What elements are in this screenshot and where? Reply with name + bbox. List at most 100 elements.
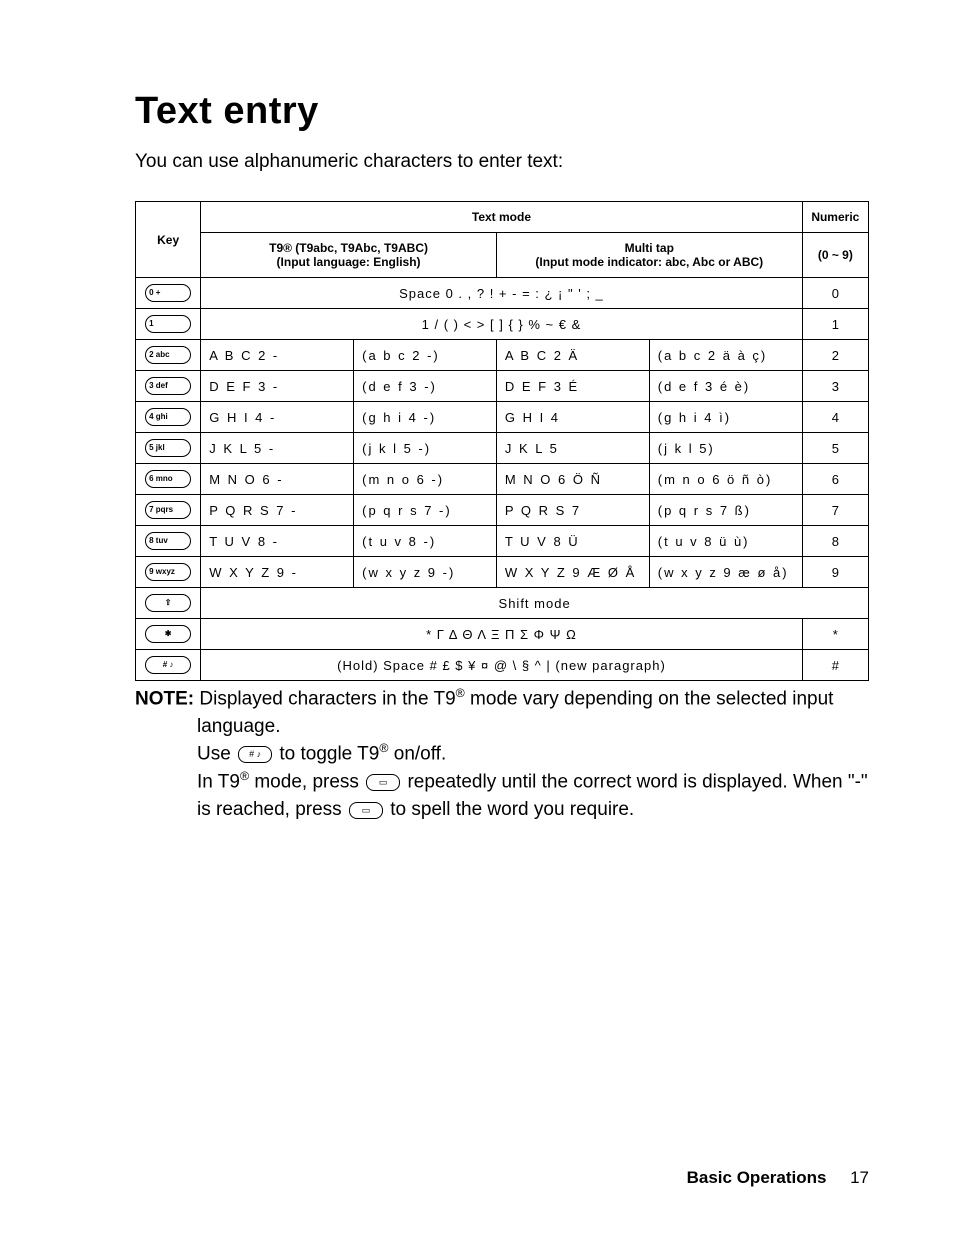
header-key: Key — [136, 202, 201, 278]
row4-num: 4 — [802, 402, 868, 433]
page-title: Text entry — [135, 90, 869, 133]
rowhash-text: (Hold) Space # £ $ ¥ ¤ @ \ § ^ | (new pa… — [201, 650, 802, 681]
note-l5a: is reached, press — [197, 799, 347, 820]
key-shift-icon: ⇧ — [145, 594, 191, 612]
table-row: 2 abc A B C 2 - (a b c 2 -) A B C 2 Ä (a… — [136, 340, 869, 371]
row3-t9u: D E F 3 - — [201, 371, 354, 402]
row7-mtu: P Q R S 7 — [496, 495, 649, 526]
key-6-icon: 6 mno — [145, 470, 191, 488]
row3-t9l: (d e f 3 -) — [354, 371, 497, 402]
table-row: 1 1 / ( ) < > [ ] { } % ~ € & 1 — [136, 309, 869, 340]
row4-t9u: G H I 4 - — [201, 402, 354, 433]
rowshift-text: Shift mode — [201, 588, 869, 619]
note-l3b: to toggle T9 — [274, 744, 379, 765]
header-numeric-range: (0 ~ 9) — [802, 233, 868, 278]
intro-text: You can use alphanumeric characters to e… — [135, 151, 869, 173]
key-1-icon: 1 — [145, 315, 191, 333]
header-multitap: Multi tap (Input mode indicator: abc, Ab… — [496, 233, 802, 278]
key-hash-icon: # ♪ — [145, 656, 191, 674]
row7-num: 7 — [802, 495, 868, 526]
key-9-icon: 9 wxyz — [145, 563, 191, 581]
row6-t9u: M N O 6 - — [201, 464, 354, 495]
row8-t9l: (t u v 8 -) — [354, 526, 497, 557]
key-3-icon: 3 def — [145, 377, 191, 395]
key-5-icon: 5 jkl — [145, 439, 191, 457]
footer-section: Basic Operations — [687, 1168, 827, 1187]
row9-mtu: W X Y Z 9 Æ Ø Å — [496, 557, 649, 588]
row0-num: 0 — [802, 278, 868, 309]
row9-t9u: W X Y Z 9 - — [201, 557, 354, 588]
header-t9: T9® (T9abc, T9Abc, T9ABC) (Input languag… — [201, 233, 497, 278]
row5-t9u: J K L 5 - — [201, 433, 354, 464]
row5-mtu: J K L 5 — [496, 433, 649, 464]
key-7-icon: 7 pqrs — [145, 501, 191, 519]
row0-text: Space 0 . , ? ! + - = : ¿ ¡ " ' ; _ — [201, 278, 802, 309]
row3-num: 3 — [802, 371, 868, 402]
registered-icon: ® — [240, 769, 249, 783]
key-4-icon: 4 ghi — [145, 408, 191, 426]
header-multitap-line1: Multi tap — [625, 241, 674, 255]
note-l1b: mode vary depending on the selected inpu… — [465, 688, 834, 709]
rowhash-num: # — [802, 650, 868, 681]
nav-key-icon: ▭ — [366, 774, 400, 791]
row7-t9l: (p q r s 7 -) — [354, 495, 497, 526]
table-row: 9 wxyz W X Y Z 9 - (w x y z 9 -) W X Y Z… — [136, 557, 869, 588]
table-row: 6 mno M N O 6 - (m n o 6 -) M N O 6 Ö Ñ … — [136, 464, 869, 495]
hash-key-icon: # ♪ — [238, 746, 272, 763]
row9-num: 9 — [802, 557, 868, 588]
row3-mtu: D E F 3 É — [496, 371, 649, 402]
key-2-icon: 2 abc — [145, 346, 191, 364]
row2-num: 2 — [802, 340, 868, 371]
header-t9-line2: (Input language: English) — [277, 255, 421, 269]
row6-mtl: (m n o 6 ö ñ ò) — [649, 464, 802, 495]
note-l5b: to spell the word you require. — [385, 799, 634, 820]
note-l4c: repeatedly until the correct word is dis… — [402, 772, 867, 793]
note-l4b: mode, press — [249, 772, 364, 793]
row2-t9l: (a b c 2 -) — [354, 340, 497, 371]
table-row: # ♪ (Hold) Space # £ $ ¥ ¤ @ \ § ^ | (ne… — [136, 650, 869, 681]
table-row: 7 pqrs P Q R S 7 - (p q r s 7 -) P Q R S… — [136, 495, 869, 526]
row1-num: 1 — [802, 309, 868, 340]
row4-t9l: (g h i 4 -) — [354, 402, 497, 433]
table-row: ✱ * Γ Δ Θ Λ Ξ Π Σ Φ Ψ Ω * — [136, 619, 869, 650]
header-t9-line1: T9® (T9abc, T9Abc, T9ABC) — [269, 241, 428, 255]
key-8-icon: 8 tuv — [145, 532, 191, 550]
page-footer: Basic Operations 17 — [687, 1168, 869, 1188]
table-row: ⇧ Shift mode — [136, 588, 869, 619]
rowstar-num: * — [802, 619, 868, 650]
note-l3a: Use — [197, 744, 236, 765]
row2-t9u: A B C 2 - — [201, 340, 354, 371]
note-l3c: on/off. — [388, 744, 446, 765]
registered-icon: ® — [456, 686, 465, 700]
note-l2: language. — [135, 713, 869, 741]
row4-mtu: G H I 4 — [496, 402, 649, 433]
keymap-table: Key Text mode Numeric T9® (T9abc, T9Abc,… — [135, 201, 869, 681]
table-row: 0 + Space 0 . , ? ! + - = : ¿ ¡ " ' ; _ … — [136, 278, 869, 309]
row6-mtu: M N O 6 Ö Ñ — [496, 464, 649, 495]
row9-mtl: (w x y z 9 æ ø å) — [649, 557, 802, 588]
note-block: NOTE: Displayed characters in the T9® mo… — [135, 685, 869, 824]
table-row: 5 jkl J K L 5 - (j k l 5 -) J K L 5 (j k… — [136, 433, 869, 464]
table-row: 3 def D E F 3 - (d e f 3 -) D E F 3 É (d… — [136, 371, 869, 402]
page: Text entry You can use alphanumeric char… — [0, 0, 954, 1240]
row8-mtl: (t u v 8 ü ù) — [649, 526, 802, 557]
rowstar-text: * Γ Δ Θ Λ Ξ Π Σ Φ Ψ Ω — [201, 619, 802, 650]
table-row: 4 ghi G H I 4 - (g h i 4 -) G H I 4 (g h… — [136, 402, 869, 433]
row5-num: 5 — [802, 433, 868, 464]
row8-num: 8 — [802, 526, 868, 557]
header-multitap-line2: (Input mode indicator: abc, Abc or ABC) — [535, 255, 763, 269]
note-label: NOTE: — [135, 688, 194, 709]
row9-t9l: (w x y z 9 -) — [354, 557, 497, 588]
row1-text: 1 / ( ) < > [ ] { } % ~ € & — [201, 309, 802, 340]
header-textmode: Text mode — [201, 202, 802, 233]
row8-mtu: T U V 8 Ü — [496, 526, 649, 557]
table-row: 8 tuv T U V 8 - (t u v 8 -) T U V 8 Ü (t… — [136, 526, 869, 557]
nav-key-icon: ▭ — [349, 802, 383, 819]
key-0-icon: 0 + — [145, 284, 191, 302]
header-numeric: Numeric — [802, 202, 868, 233]
row8-t9u: T U V 8 - — [201, 526, 354, 557]
row6-t9l: (m n o 6 -) — [354, 464, 497, 495]
row7-mtl: (p q r s 7 ß) — [649, 495, 802, 526]
footer-page-number: 17 — [850, 1168, 869, 1187]
note-l4a: In T9 — [197, 772, 240, 793]
